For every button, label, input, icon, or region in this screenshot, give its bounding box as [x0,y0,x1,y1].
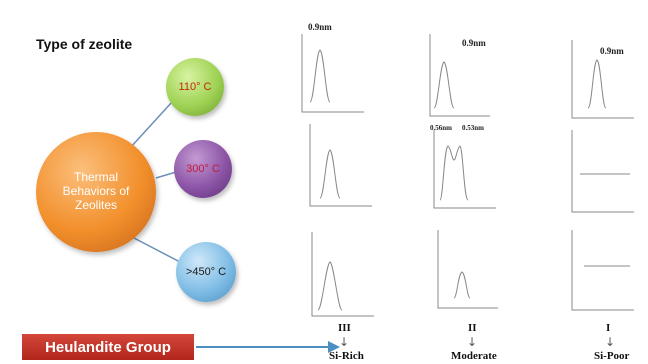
class-si-poor: Si-Poor [594,350,630,362]
heulandite-group-box: Heulandite Group [22,334,194,360]
plot-si-rich-450 [311,232,374,317]
plot-moderate-450 [437,230,498,309]
group-label: Heulandite Group [45,338,171,356]
center-label: Thermal Behaviors of Zeolites [62,170,130,212]
slide-title: Type of zeolite [36,36,133,52]
plot-si-poor-450 [571,230,634,311]
column-ii-label: II [468,322,477,334]
plot-si-poor-300 [571,130,634,213]
right-arrow-icon [196,341,340,353]
down-arrow-icon: ↓ [605,335,616,349]
plot-moderate-300 [433,130,496,209]
column-i-label: I [606,322,611,334]
plot-si-rich-110 [301,34,364,113]
peak-label-rich-110: 0.9nm [308,22,332,32]
temp-450-circle: >450° C [176,242,236,302]
thermal-behaviors-circle: Thermal Behaviors of Zeolites [36,132,156,252]
peak-label-moderate-300-a: 0.56nm [430,124,452,132]
plot-si-poor-110 [571,40,634,119]
connector-lines [129,101,181,263]
peak-label-poor-110: 0.9nm [600,46,624,56]
temp-110-circle: 110° C [166,58,224,116]
class-si-rich: Si-Rich [329,350,364,362]
temp-300-circle: 300° C [174,140,232,198]
temp-300-label: 300° C [186,162,220,175]
down-arrow-icon: ↓ [339,335,350,349]
peak-label-moderate-300-b: 0.53nm [462,124,484,132]
down-arrow-icon: ↓ [467,335,478,349]
plot-moderate-110 [429,34,490,117]
class-moderate: Moderate [451,350,497,362]
temp-450-label: >450° C [185,265,227,278]
column-iii-label: III [338,322,351,334]
plot-si-rich-300 [309,124,372,207]
temp-110-label: 110° C [178,80,212,93]
peak-label-moderate-110: 0.9nm [462,38,486,48]
